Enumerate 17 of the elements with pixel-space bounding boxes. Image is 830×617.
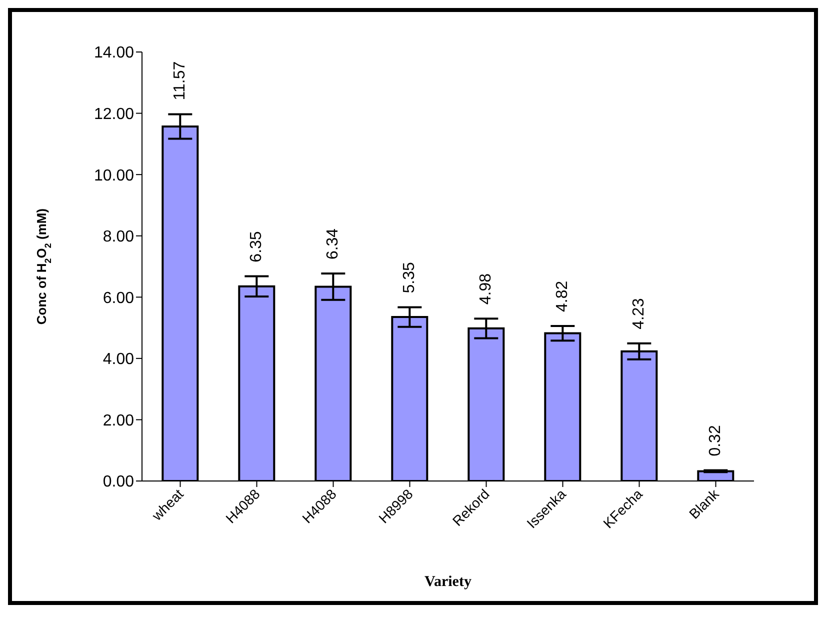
y-tick-label: 8.00 (102, 228, 134, 246)
y-tick-label: 10.00 (94, 167, 134, 184)
data-label: 4.98 (478, 273, 495, 305)
y-tick-label: 12.00 (94, 106, 134, 123)
data-label: 4.82 (554, 280, 572, 312)
data-label: 4.23 (630, 298, 648, 330)
data-label: 11.57 (172, 61, 189, 100)
data-label: 6.34 (324, 228, 342, 260)
y-tick-label: 6.00 (102, 290, 134, 307)
x-axis-title: Variety (424, 574, 472, 590)
data-label: 0.32 (707, 425, 724, 456)
y-tick-label: 0.00 (102, 474, 134, 491)
data-label: 6.35 (248, 231, 266, 262)
y-tick-label: 14.00 (94, 44, 134, 62)
y-tick-label: 2.00 (102, 412, 134, 430)
y-tick-label: 4.00 (102, 351, 134, 368)
data-label: 5.35 (401, 262, 418, 294)
